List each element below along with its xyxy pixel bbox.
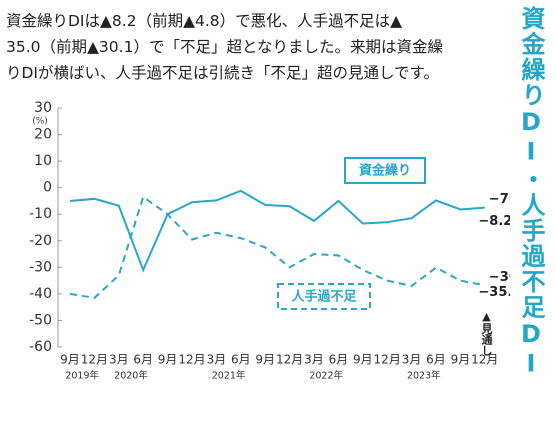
x-tick-label: 6月: [231, 353, 251, 367]
year-label: 2023年: [407, 370, 441, 382]
year-label: 2020年: [114, 370, 148, 382]
legend-label: 資金繰り: [359, 163, 411, 179]
x-tick-label: 9月: [60, 353, 80, 367]
legend-box: [277, 283, 371, 310]
x-tick-label: 12月: [471, 353, 498, 367]
x-tick-label: 9月: [255, 353, 275, 367]
value-label: −7.5: [489, 192, 510, 207]
x-tick-label: 12月: [276, 353, 303, 367]
y-tick-label: 0: [43, 180, 52, 196]
value-label: −36.8: [489, 270, 510, 285]
year-label: 2021年: [212, 370, 246, 382]
year-label: 2019年: [65, 370, 99, 382]
x-tick-label: 6月: [329, 353, 349, 367]
description-line: 資金繰りDIは▲8.2（前期▲4.8）で悪化、人手過不足は▲: [6, 12, 403, 30]
legend-label: 人手過不足: [291, 289, 357, 305]
y-tick-label: -60: [29, 339, 52, 355]
forecast-note: ▲見通し: [480, 310, 494, 357]
x-tick-label: 12月: [374, 353, 401, 367]
y-tick-label: 30: [34, 100, 52, 116]
y-tick-label: 20: [34, 127, 52, 143]
x-tick-label: 3月: [109, 353, 129, 367]
line: [69, 189, 485, 273]
x-tick-label: 12月: [178, 353, 205, 367]
legend-box: [344, 157, 426, 184]
line: [69, 195, 485, 299]
description-line: りDIが横ばい、人手過不足は引続き「不足」超の見通しです。: [6, 64, 439, 82]
description: 資金繰りDIは▲8.2（前期▲4.8）で悪化、人手過不足は▲ 35.0（前期▲3…: [6, 8, 476, 86]
x-tick-label: 9月: [353, 353, 373, 367]
year-label: 2022年: [309, 370, 343, 382]
value-label: −8.2: [478, 214, 510, 229]
value-label: −35.0: [478, 285, 510, 300]
y-tick-label: -30: [29, 259, 52, 275]
y-tick-label: 10: [34, 153, 52, 169]
y-unit: (%): [32, 117, 48, 127]
x-tick-label: 3月: [304, 353, 324, 367]
chart-title: 資金繰りDI・人手過不足DI: [517, 6, 545, 379]
x-tick-label: 12月: [81, 353, 108, 367]
x-tick-label: 3月: [402, 353, 422, 367]
x-tick-label: 3月: [207, 353, 227, 367]
y-tick-label: -50: [29, 312, 52, 328]
x-tick-label: 6月: [133, 353, 153, 367]
x-tick-label: 9月: [158, 353, 178, 367]
description-line: 35.0（前期▲30.1）で「不足」超となりました。来期は資金繰: [6, 38, 443, 56]
y-tick-label: -40: [29, 286, 52, 302]
x-tick-label: 9月: [451, 353, 471, 367]
y-tick-label: -20: [29, 233, 52, 249]
y-tick-label: -10: [29, 206, 52, 222]
x-tick-label: 6月: [426, 353, 446, 367]
